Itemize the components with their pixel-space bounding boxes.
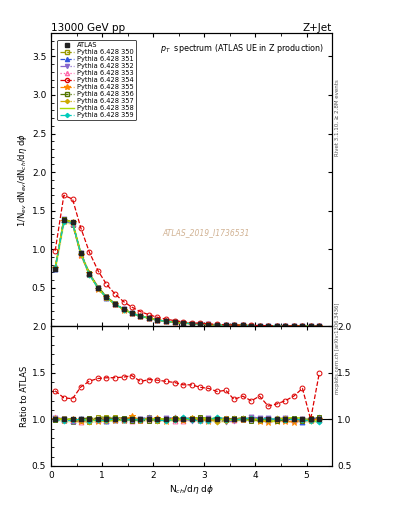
Y-axis label: Ratio to ATLAS: Ratio to ATLAS bbox=[20, 366, 29, 427]
Text: 13000 GeV pp: 13000 GeV pp bbox=[51, 23, 125, 32]
Text: Rivet 3.1.10, ≥ 2.8M events: Rivet 3.1.10, ≥ 2.8M events bbox=[335, 79, 340, 156]
Text: ATLAS_2019_I1736531: ATLAS_2019_I1736531 bbox=[162, 228, 249, 237]
Text: mcplots.cern.ch [arXiv:1306.3436]: mcplots.cern.ch [arXiv:1306.3436] bbox=[335, 303, 340, 394]
Text: $p_T$  spectrum (ATLAS UE in Z production): $p_T$ spectrum (ATLAS UE in Z production… bbox=[160, 42, 324, 55]
Legend: ATLAS, Pythia 6.428 350, Pythia 6.428 351, Pythia 6.428 352, Pythia 6.428 353, P: ATLAS, Pythia 6.428 350, Pythia 6.428 35… bbox=[57, 39, 136, 120]
Y-axis label: 1/N$_{ev}$ dN$_{ev}$/dN$_{ch}$/d$\eta$ d$\phi$: 1/N$_{ev}$ dN$_{ev}$/dN$_{ch}$/d$\eta$ d… bbox=[16, 133, 29, 227]
X-axis label: N$_{ch}$/d$\eta$ d$\phi$: N$_{ch}$/d$\eta$ d$\phi$ bbox=[169, 482, 214, 496]
Text: Z+Jet: Z+Jet bbox=[303, 23, 332, 32]
